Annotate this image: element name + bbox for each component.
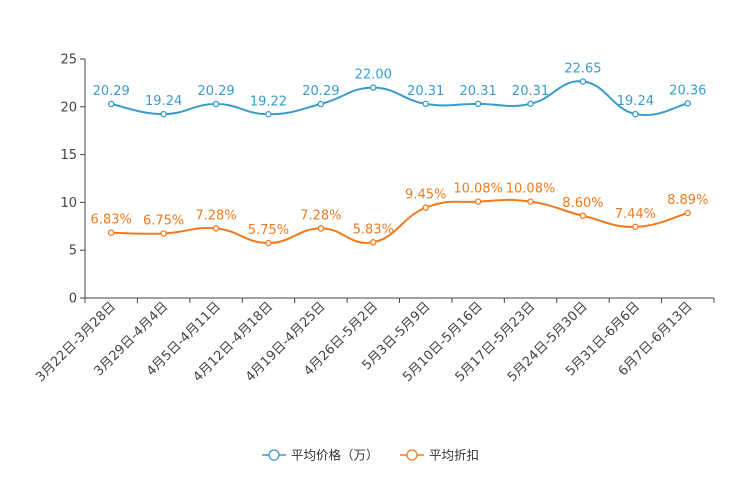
data-point[interactable] [684, 209, 692, 217]
data-label: 7.28% [300, 208, 341, 223]
data-point[interactable] [632, 110, 639, 118]
data-label: 9.45% [405, 188, 446, 203]
data-label: 20.31 [460, 84, 497, 99]
data-label: 8.89% [667, 193, 708, 208]
data-point[interactable] [317, 100, 325, 108]
data-point[interactable] [370, 84, 377, 91]
data-point[interactable] [317, 225, 325, 232]
data-point[interactable] [474, 198, 482, 205]
data-label: 20.31 [407, 84, 444, 99]
data-point[interactable] [212, 100, 220, 108]
series-1: 20.29 19.24 20.29 19.22 20.29 22.00 20.31 20.31… [93, 61, 706, 118]
series-2: 6.83% 6.75% 7.28% 5.75% 7.28% 5.83% 9.45% 10.08… [91, 182, 708, 247]
series-group: 20.29 19.24 20.29 19.22 20.29 22.00 20.31 20.31… [91, 61, 708, 247]
y-tick-label: 5 [69, 244, 77, 259]
legend-label: 平均折扣 [429, 448, 479, 463]
data-label: 7.44% [615, 207, 656, 222]
legend-label: 平均价格（万） [291, 448, 379, 463]
data-label: 8.60% [562, 196, 603, 211]
y-tick-label: 0 [69, 292, 77, 307]
data-label: 20.31 [512, 84, 549, 99]
data-point[interactable] [212, 225, 220, 232]
data-label: 22.65 [564, 61, 601, 76]
data-label: 10.08% [453, 182, 503, 197]
data-label: 19.22 [250, 94, 287, 109]
y-tick-label: 25 [60, 53, 77, 68]
legend[interactable]: 平均价格（万） 平均折扣 [262, 448, 479, 463]
y-tick-label: 20 [60, 100, 77, 115]
data-label: 10.08% [506, 182, 556, 197]
data-label: 5.75% [248, 223, 289, 238]
data-point[interactable] [265, 239, 272, 247]
data-label: 5.83% [353, 222, 394, 237]
data-point[interactable] [579, 78, 587, 85]
axes-group: 05101520253月22日-3月28日3月29日-4月4日4月5日-4月11… [33, 53, 715, 385]
data-point[interactable] [370, 239, 377, 246]
legend-item-1[interactable]: 平均价格（万） [262, 448, 379, 463]
data-point[interactable] [527, 198, 534, 205]
data-point[interactable] [527, 100, 534, 108]
data-point[interactable] [422, 204, 429, 211]
data-label: 20.36 [669, 83, 706, 98]
data-label: 19.24 [617, 94, 654, 109]
data-label: 19.24 [145, 94, 182, 109]
data-point[interactable] [107, 100, 115, 108]
legend-marker-icon [406, 449, 418, 461]
data-point[interactable] [632, 223, 639, 231]
data-label: 6.75% [143, 213, 184, 228]
data-point[interactable] [579, 212, 587, 220]
data-label: 6.83% [91, 213, 132, 228]
legend-marker-icon [268, 449, 280, 461]
data-point[interactable] [160, 110, 167, 118]
data-point[interactable] [422, 100, 429, 108]
data-point[interactable] [474, 100, 482, 108]
data-point[interactable] [107, 229, 115, 236]
y-tick-label: 10 [60, 196, 77, 211]
data-point[interactable] [684, 100, 692, 107]
y-tick-label: 15 [60, 148, 77, 163]
data-label: 7.28% [195, 208, 236, 223]
data-label: 20.29 [302, 84, 339, 99]
data-label: 20.29 [93, 84, 130, 99]
data-point[interactable] [265, 111, 272, 118]
data-label: 20.29 [197, 84, 234, 99]
data-label: 22.00 [355, 68, 392, 83]
legend-item-2[interactable]: 平均折扣 [400, 448, 479, 463]
data-point[interactable] [160, 230, 167, 237]
